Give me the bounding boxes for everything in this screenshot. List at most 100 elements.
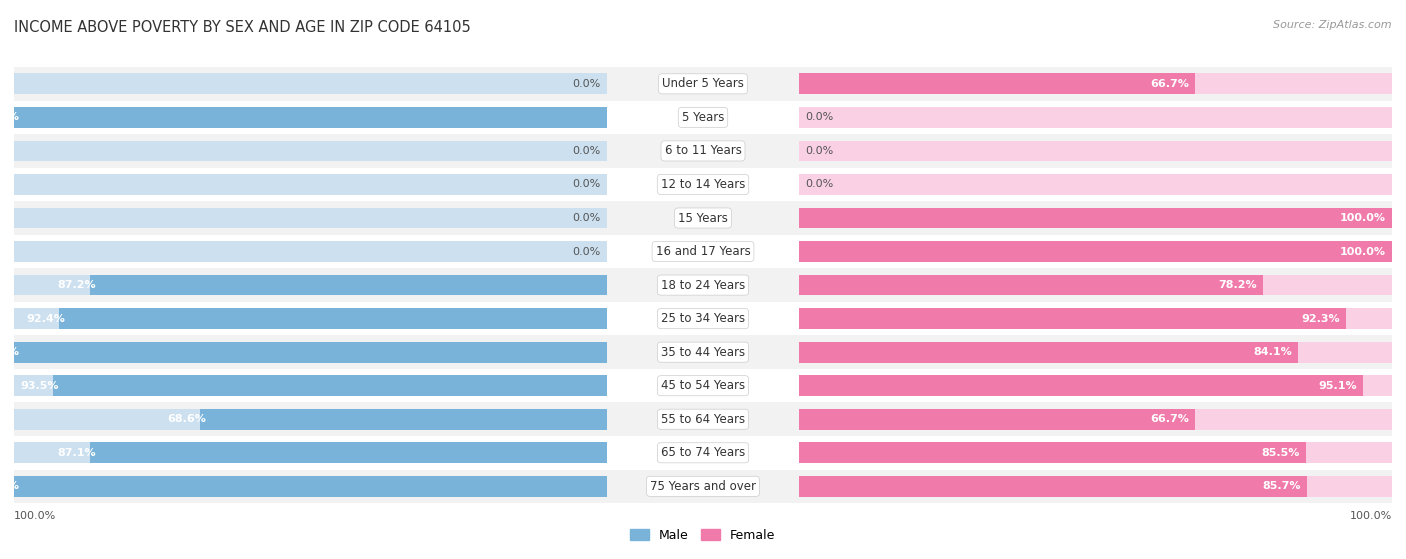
Bar (14, 436, 606, 470)
Bar (14, 201, 606, 235)
Bar (800, 107, 1392, 128)
Bar (800, 342, 1298, 363)
Bar (800, 402, 1392, 436)
Bar (14, 67, 606, 101)
Text: 100.0%: 100.0% (1350, 511, 1392, 522)
Bar (800, 470, 1392, 503)
Text: 35 to 44 Years: 35 to 44 Years (661, 345, 745, 359)
Bar (14, 335, 606, 369)
Bar (14, 409, 606, 430)
Text: 93.5%: 93.5% (20, 381, 59, 391)
Bar (14, 274, 606, 296)
Text: 100.0%: 100.0% (14, 511, 56, 522)
Bar (800, 308, 1347, 329)
Bar (606, 369, 800, 402)
Bar (800, 101, 1392, 134)
Bar (14, 442, 606, 463)
Bar (606, 134, 800, 168)
Bar (14, 241, 606, 262)
Bar (14, 342, 606, 363)
Bar (14, 369, 606, 402)
Bar (14, 342, 606, 363)
Bar (14, 174, 606, 195)
Bar (606, 67, 800, 101)
Text: 75 Years and over: 75 Years and over (650, 480, 756, 493)
Bar (800, 241, 1392, 262)
Bar (14, 402, 606, 436)
Bar (90, 442, 606, 463)
Bar (200, 409, 606, 430)
Text: 92.3%: 92.3% (1302, 314, 1340, 324)
Legend: Male, Female: Male, Female (626, 524, 780, 547)
Text: 0.0%: 0.0% (572, 146, 600, 156)
Bar (606, 470, 800, 503)
Bar (800, 476, 1392, 497)
Text: 55 to 64 Years: 55 to 64 Years (661, 413, 745, 426)
Bar (606, 235, 800, 268)
Text: 0.0%: 0.0% (572, 79, 600, 89)
Bar (800, 442, 1392, 463)
Bar (800, 375, 1362, 396)
Bar (800, 369, 1392, 402)
Bar (800, 409, 1195, 430)
Bar (14, 476, 606, 497)
Text: 87.2%: 87.2% (58, 280, 96, 290)
Text: 87.1%: 87.1% (58, 448, 97, 458)
Text: 85.7%: 85.7% (1263, 481, 1302, 491)
Bar (14, 476, 606, 497)
Bar (14, 101, 606, 134)
Text: 12 to 14 Years: 12 to 14 Years (661, 178, 745, 191)
Bar (14, 302, 606, 335)
Bar (59, 308, 606, 329)
Bar (800, 174, 1392, 195)
Bar (14, 168, 606, 201)
Bar (800, 207, 1392, 229)
Text: 84.1%: 84.1% (1253, 347, 1292, 357)
Text: 65 to 74 Years: 65 to 74 Years (661, 446, 745, 459)
Bar (800, 442, 1306, 463)
Bar (800, 274, 1392, 296)
Bar (800, 241, 1392, 262)
Text: 100.0%: 100.0% (1340, 213, 1386, 223)
Text: 0.0%: 0.0% (806, 146, 834, 156)
Text: Source: ZipAtlas.com: Source: ZipAtlas.com (1274, 20, 1392, 30)
Bar (14, 73, 606, 94)
Text: 100.0%: 100.0% (1340, 247, 1386, 257)
Bar (800, 235, 1392, 268)
Bar (14, 134, 606, 168)
Bar (800, 436, 1392, 470)
Bar (606, 101, 800, 134)
Text: 18 to 24 Years: 18 to 24 Years (661, 278, 745, 292)
Bar (606, 335, 800, 369)
Bar (14, 470, 606, 503)
Bar (800, 268, 1392, 302)
Bar (14, 107, 606, 128)
Bar (800, 201, 1392, 235)
Text: 15 Years: 15 Years (678, 211, 728, 225)
Bar (606, 168, 800, 201)
Bar (606, 302, 800, 335)
Text: 100.0%: 100.0% (0, 481, 20, 491)
Bar (14, 107, 606, 128)
Bar (800, 409, 1392, 430)
Text: 78.2%: 78.2% (1218, 280, 1257, 290)
Text: INCOME ABOVE POVERTY BY SEX AND AGE IN ZIP CODE 64105: INCOME ABOVE POVERTY BY SEX AND AGE IN Z… (14, 20, 471, 35)
Bar (800, 375, 1392, 396)
Text: 100.0%: 100.0% (0, 347, 20, 357)
Bar (800, 168, 1392, 201)
Text: 100.0%: 100.0% (0, 112, 20, 122)
Text: 45 to 54 Years: 45 to 54 Years (661, 379, 745, 392)
Text: 0.0%: 0.0% (806, 112, 834, 122)
Text: 0.0%: 0.0% (572, 213, 600, 223)
Bar (800, 274, 1263, 296)
Text: 25 to 34 Years: 25 to 34 Years (661, 312, 745, 325)
Bar (14, 235, 606, 268)
Bar (800, 73, 1195, 94)
Text: 0.0%: 0.0% (806, 179, 834, 190)
Text: 66.7%: 66.7% (1150, 414, 1188, 424)
Bar (14, 375, 606, 396)
Text: 5 Years: 5 Years (682, 111, 724, 124)
Bar (800, 207, 1392, 229)
Text: 68.6%: 68.6% (167, 414, 207, 424)
Text: 92.4%: 92.4% (27, 314, 65, 324)
